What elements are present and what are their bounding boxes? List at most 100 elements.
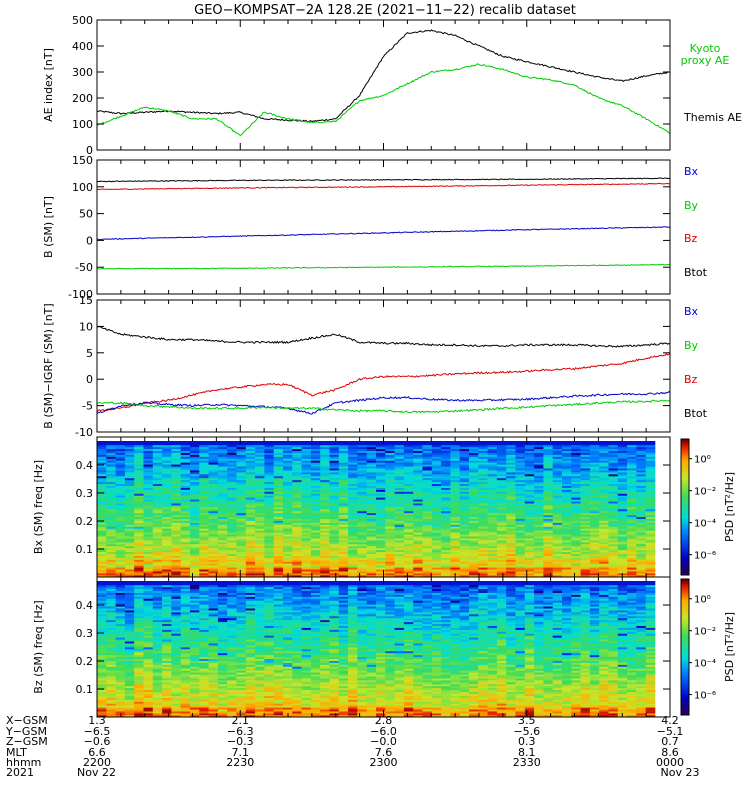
spectrogram-cell [227,464,237,467]
spectrogram-cell [97,683,107,687]
spectrogram-cell [366,464,377,467]
spectrogram-cell [524,489,535,492]
spectrogram-cell [97,499,107,502]
spectrogram-cell [589,540,600,543]
spectrogram-cell [208,530,219,533]
spectrogram-cell [310,487,321,490]
spectrogram-cell [283,442,293,446]
spectrogram-cell [124,499,135,502]
spectrogram-cell [106,442,116,446]
spectrogram-cell [264,565,274,568]
spectrogram-cell [636,503,646,506]
spectrogram-cell [162,450,172,453]
spectrogram-cell [301,569,312,572]
spectrogram-cell [357,444,367,448]
spectrogram-cell [124,509,135,512]
spectrogram-cell [376,442,386,446]
spectrogram-cell [496,491,507,494]
spectrogram-cell [459,569,470,572]
spectrogram-cell [134,474,144,477]
spectrogram-cell [124,573,135,576]
spectrogram-cell [227,444,237,448]
spectrogram-cell [589,456,600,459]
spectrogram-cell [97,586,107,590]
spectrogram-cell [431,472,442,475]
spectrogram-cell [599,446,609,450]
spectrogram-cell [450,472,460,475]
spectrogram-cell [236,483,247,486]
spectrogram-cell [320,460,330,463]
spectrogram-cell [431,569,442,572]
spectrogram-cell [152,596,163,599]
spectrogram-cell [329,547,340,551]
spectrogram-cell [283,474,293,477]
spectrogram-cell [310,555,321,558]
spectrogram-cell [245,563,256,566]
spectrogram-cell [599,464,609,467]
spectrogram-cell [571,464,581,467]
spectrogram-cell [403,528,414,531]
spectrogram-cell [97,643,107,646]
spectrogram-cell [255,464,265,467]
spectrogram-cell [227,518,237,521]
spectrogram-cell [152,472,163,475]
spectrogram-cell [459,542,470,545]
spectrogram-cell [441,547,451,551]
spectrogram-cell [459,503,470,506]
spectrogram-cell [627,448,637,452]
spectrogram-cell [245,487,256,490]
spectrogram-cell [376,466,386,469]
spectrogram-cell [617,547,628,551]
spectrogram-cell [115,699,126,702]
spectrogram-cell [152,567,163,570]
spectrogram-cell [236,516,247,520]
spectrogram-cell [552,573,563,576]
spectrogram-cell [580,485,591,488]
spectrogram-cell [366,569,377,572]
spectrogram-cell [459,507,470,510]
spectrogram-cell [97,481,107,485]
spectrogram-cell [599,538,609,541]
spectrogram-cell [403,446,414,450]
spectrogram-cell [627,485,637,488]
spectrogram-cell [320,540,330,543]
spectrogram-cell [292,460,302,463]
spectrogram-cell [376,534,386,537]
spectrogram-cell [459,472,470,475]
spectrogram-cell [134,680,144,683]
spectrogram-cell [487,516,498,520]
spectrogram-cell [217,547,228,551]
spectrogram-cell [106,685,116,689]
spectrogram-cell [627,532,637,535]
spectrogram-cell [320,514,330,518]
spectrogram-cell [589,495,600,498]
spectrogram-cell [469,493,479,496]
spectrogram-cell [106,534,116,537]
spectrogram-cell [152,526,163,529]
spectrogram-cell [97,553,107,556]
spectrogram-cell [106,678,116,681]
spectrogram-cell [385,520,395,523]
spectrogram-cell [180,563,191,566]
spectrogram-cell [469,512,479,516]
spectrogram-cell [338,462,349,465]
spectrogram-cell [217,551,228,554]
spectrogram-cell [348,547,358,551]
spectrogram-cell [534,563,544,566]
spectrogram-cell [124,466,135,469]
spectrogram-cell [310,462,321,465]
spectrogram-cell [115,598,126,601]
spectrogram-cell [543,569,553,572]
spectrogram-cell [171,450,181,453]
spectrogram-cell [152,444,163,448]
spectrogram-cell [394,470,405,473]
spectrogram-cell [152,633,163,636]
spectrogram-cell [478,479,488,483]
spectrogram-cell [115,509,126,512]
spectrogram-cell [562,540,572,543]
spectrogram-cell [645,466,656,469]
spectrogram-cell [394,575,405,578]
spectrogram-cell [227,559,237,562]
spectrogram-cell [310,475,321,479]
spectrogram-cell [152,532,163,535]
